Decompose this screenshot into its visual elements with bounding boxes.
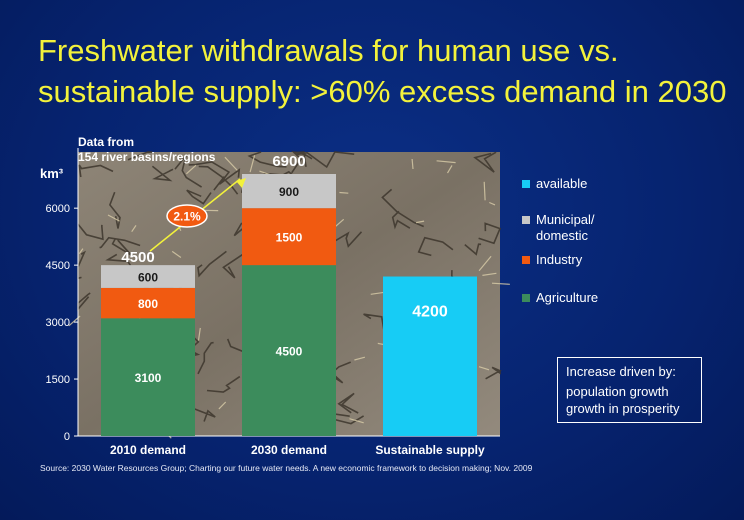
note-line-2: growth in prosperity bbox=[566, 401, 680, 416]
x-category-label: Sustainable supply bbox=[375, 443, 485, 457]
bar-total-label: 4500 bbox=[121, 249, 154, 266]
data-annotation-line: 154 river basins/regions bbox=[78, 150, 216, 164]
bar-available-3 bbox=[383, 276, 477, 436]
slide-title: Freshwater withdrawals for human use vs.… bbox=[38, 33, 727, 109]
source-note: Source: 2030 Water Resources Group; Char… bbox=[40, 463, 533, 473]
y-tick-label: 6000 bbox=[46, 203, 70, 215]
legend-swatch-industry bbox=[522, 256, 530, 264]
bar-value-label: 900 bbox=[279, 185, 299, 199]
bar-value-label: 1500 bbox=[276, 231, 303, 245]
bar-value-label: 3100 bbox=[135, 371, 162, 385]
x-category-label: 2010 demand bbox=[110, 443, 186, 457]
legend-item-available: available bbox=[522, 176, 587, 192]
note-line-1: population growth bbox=[566, 384, 669, 399]
data-annotation-line: Data from bbox=[78, 135, 134, 149]
bar-agriculture-1 bbox=[101, 318, 195, 436]
legend-item-industry: Industry bbox=[522, 252, 582, 268]
note-box: Increase driven by: population growth gr… bbox=[557, 357, 702, 423]
bar-value-label: 600 bbox=[138, 271, 158, 285]
bar-value-label: 4500 bbox=[276, 345, 303, 359]
bar-industry-2 bbox=[242, 208, 336, 266]
legend-item-agriculture: Agriculture bbox=[522, 290, 598, 306]
y-axis-label: km³ bbox=[40, 166, 64, 181]
bar-municipal-domestic-1 bbox=[101, 265, 195, 288]
bar-municipal-domestic-2 bbox=[242, 174, 336, 209]
x-category-label: 2030 demand bbox=[251, 443, 327, 457]
data-annotation: Data from 154 river basins/regions bbox=[78, 135, 216, 164]
legend-swatch-available bbox=[522, 180, 530, 188]
growth-arrow-head bbox=[236, 178, 246, 188]
bar-value-label: 800 bbox=[138, 297, 158, 311]
legend-swatch-agriculture bbox=[522, 294, 530, 302]
y-tick-label: 1500 bbox=[46, 374, 70, 386]
y-tick-label: 4500 bbox=[46, 260, 70, 272]
bar-agriculture-2 bbox=[242, 265, 336, 436]
bar-value-label: 4200 bbox=[412, 303, 448, 320]
legend-label-agriculture: Agriculture bbox=[536, 290, 599, 305]
legend-label-municipal: Municipal/ domestic bbox=[536, 212, 595, 243]
bar-total-label: 6900 bbox=[272, 153, 305, 170]
y-tick-label: 0 bbox=[64, 431, 70, 443]
note-heading: Increase driven by: bbox=[566, 364, 676, 379]
growth-badge bbox=[166, 204, 208, 228]
legend-label-available: available bbox=[536, 176, 588, 191]
legend-label-industry: Industry bbox=[536, 252, 583, 267]
legend-swatch-municipal bbox=[522, 216, 530, 224]
bar-industry-1 bbox=[101, 287, 195, 319]
legend-item-municipal: Municipal/ domestic bbox=[522, 212, 595, 244]
y-tick-label: 3000 bbox=[46, 317, 70, 329]
growth-badge-label: 2.1% bbox=[173, 210, 201, 224]
